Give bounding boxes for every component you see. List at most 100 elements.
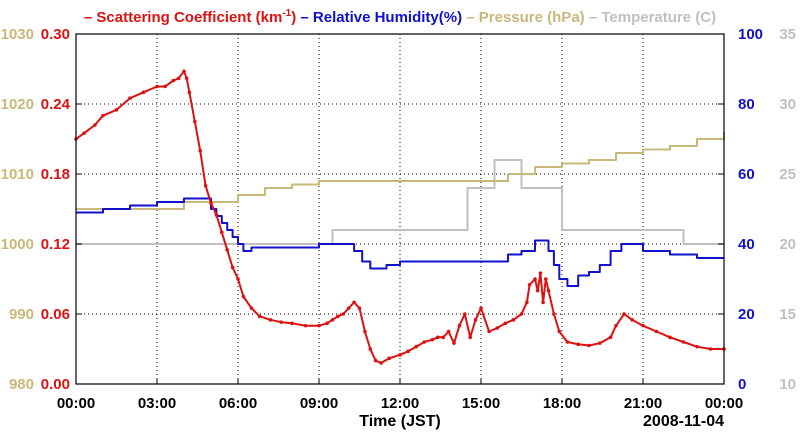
- scattering-coefficient-point: [187, 90, 192, 95]
- pressure-line: [76, 132, 725, 210]
- scattering-coefficient-point: [398, 353, 402, 357]
- scattering-coefficient-point: [363, 329, 367, 334]
- scattering-coefficient-point: [527, 283, 532, 287]
- scattering-coefficient-point: [533, 277, 537, 281]
- scattering-coefficient-point: [544, 277, 548, 281]
- temperature-tick-label: 10: [779, 376, 796, 393]
- x-axis-label: Time (JST): [359, 413, 441, 430]
- scattering-coefficient-point: [641, 323, 645, 328]
- scattering-coefficient-point: [268, 318, 273, 322]
- temperature-tick-label: 25: [779, 166, 796, 183]
- scattering-coefficient-point: [495, 326, 500, 330]
- scattering-coefficient-point: [236, 277, 240, 281]
- scattering-tick-label: 0.12: [41, 236, 70, 253]
- pressure-tick-label: 1000: [1, 236, 34, 253]
- x-tick-label: 18:00: [543, 395, 581, 412]
- scattering-coefficient-point: [525, 300, 529, 305]
- legend-text: – Scattering Coefficient (km-1) – Relati…: [84, 8, 716, 26]
- scattering-coefficient-point: [214, 213, 219, 217]
- pressure-tick-label: 1010: [1, 166, 34, 183]
- scattering-coefficient-point: [209, 201, 213, 205]
- scattering-coefficient-point: [101, 113, 105, 118]
- humidity-tick-label: 40: [738, 236, 755, 253]
- pressure-tick-label: 1020: [1, 96, 34, 113]
- scattering-tick-label: 0.30: [41, 26, 70, 43]
- x-tick-label: 00:00: [57, 395, 95, 412]
- humidity-tick-label: 20: [738, 306, 755, 323]
- scattering-coefficient-point: [249, 306, 254, 310]
- scattering-tick-label: 0.18: [41, 166, 70, 183]
- scattering-coefficient-point: [373, 358, 378, 363]
- scattering-coefficient-point: [203, 183, 208, 188]
- scattering-coefficient-point: [163, 84, 167, 89]
- scattering-coefficient-point: [463, 312, 467, 316]
- pressure-tick-label: 990: [9, 306, 34, 323]
- scattering-coefficient-point: [708, 347, 713, 351]
- legend-item: – Scattering Coefficient (km: [84, 9, 282, 26]
- scattering-coefficient-point: [557, 329, 562, 334]
- scattering-coefficient-point: [290, 321, 294, 326]
- scattering-coefficient-point: [330, 318, 335, 322]
- x-tick-label: 21:00: [624, 395, 662, 412]
- humidity-tick-label: 60: [738, 166, 755, 183]
- scattering-tick-label: 0.00: [41, 376, 70, 393]
- scattering-coefficient-point: [436, 335, 440, 340]
- pressure-tick-label: 980: [9, 376, 34, 393]
- scattering-coefficient-point: [422, 340, 427, 344]
- temperature-line: [76, 159, 724, 245]
- scattering-coefficient-point: [608, 335, 613, 340]
- x-tick-label: 15:00: [462, 395, 500, 412]
- scattering-coefficient-point: [587, 343, 591, 348]
- x-tick-label: 09:00: [300, 395, 338, 412]
- scattering-coefficient-point: [225, 248, 229, 252]
- scattering-coefficient-point: [622, 312, 626, 316]
- legend-item-suffix: C): [700, 9, 716, 26]
- temperature-tick-label: 20: [779, 236, 796, 253]
- scattering-coefficient-point: [141, 90, 146, 95]
- scattering-coefficient-point: [614, 323, 618, 328]
- scattering-coefficient-point: [552, 312, 556, 316]
- scattering-coefficient-point: [155, 84, 159, 89]
- scattering-coefficient-point: [519, 312, 524, 316]
- scattering-coefficient-point: [230, 265, 235, 270]
- scattering-coefficient-point: [654, 329, 659, 334]
- temperature-tick-label: 35: [779, 26, 796, 43]
- scattering-coefficient-point: [446, 329, 451, 334]
- x-tick-label: 03:00: [138, 395, 176, 412]
- legend-item-suffix: ): [291, 9, 296, 26]
- legend: – Scattering Coefficient (km-1) – Relati…: [84, 8, 716, 26]
- scattering-coefficient-point: [193, 119, 197, 124]
- pressure-tick-label: 1030: [1, 26, 34, 43]
- temperature-tick-label: 15: [779, 306, 796, 323]
- scattering-coefficient-point: [257, 314, 262, 319]
- scattering-coefficient-point: [630, 318, 634, 322]
- scattering-coefficient-point: [681, 340, 686, 344]
- legend-item: – Pressure (hPa): [462, 9, 585, 26]
- scattering-coefficient-point: [198, 148, 202, 153]
- scattering-coefficient-point: [668, 335, 672, 340]
- scattering-coefficient-point: [546, 288, 551, 293]
- scattering-coefficient-point: [565, 340, 570, 344]
- x-tick-label: 00:00: [705, 395, 743, 412]
- scattering-coefficient-point: [598, 341, 602, 345]
- date-label: 2008-11-04: [643, 413, 724, 430]
- humidity-tick-label: 80: [738, 96, 755, 113]
- scattering-coefficient-point: [468, 335, 473, 340]
- scattering-coefficient-point: [379, 361, 383, 365]
- scattering-coefficient-point: [511, 318, 516, 322]
- humidity-tick-label: 0: [738, 376, 746, 393]
- legend-item: – Temperature (: [585, 9, 701, 26]
- scattering-coefficient-point: [114, 108, 119, 112]
- scattering-coefficient-point: [128, 96, 132, 100]
- scattering-coefficient-point: [346, 306, 351, 310]
- scattering-coefficient-point: [457, 323, 462, 328]
- legend-superscript: -1: [282, 8, 291, 19]
- scattering-coefficient-point: [220, 230, 224, 235]
- scattering-coefficient-point: [352, 300, 356, 305]
- scattering-coefficient-point: [387, 356, 392, 361]
- axes: 98099010001010102010300.000.060.120.180.…: [1, 26, 796, 412]
- scattering-coefficient-point: [317, 323, 321, 328]
- temperature-tick-label: 30: [779, 96, 796, 113]
